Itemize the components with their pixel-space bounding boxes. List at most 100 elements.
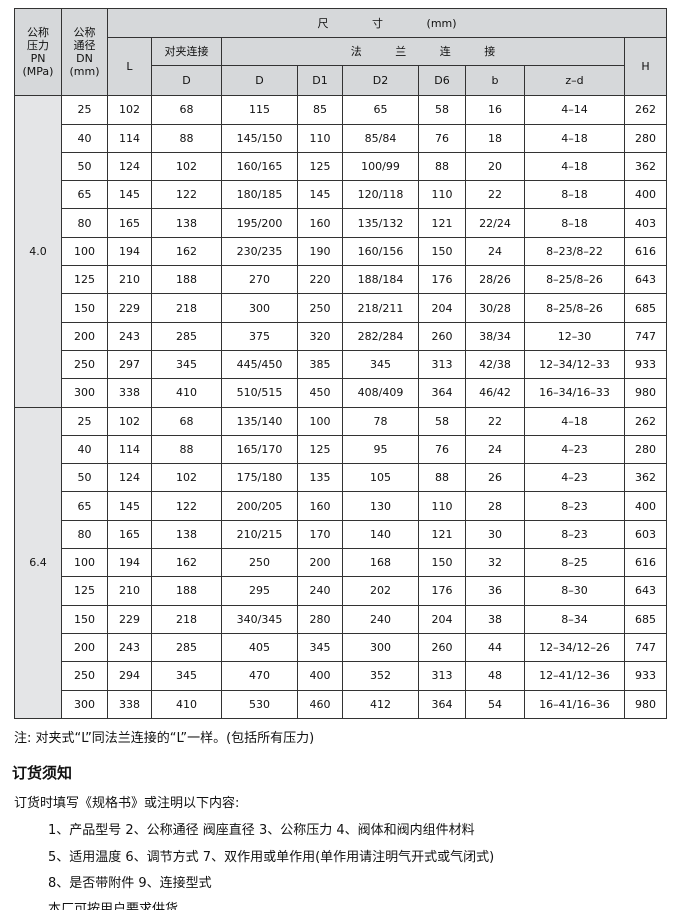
cell: 345 bbox=[342, 349, 419, 380]
pressure-cell: 4.0 bbox=[14, 95, 62, 408]
header-row: 公称 压力 PN (MPa) 公称 通径 DN (mm) 尺 寸 (mm) bbox=[14, 7, 668, 97]
cell: 162 bbox=[151, 548, 222, 578]
cell: 262 bbox=[623, 95, 668, 125]
cell: 685 bbox=[623, 293, 668, 323]
cell: 54 bbox=[465, 689, 525, 719]
cell: 110 bbox=[418, 491, 466, 521]
cell: 175/180 bbox=[221, 463, 298, 493]
cell: 115 bbox=[221, 95, 298, 125]
cell: 364 bbox=[418, 378, 466, 408]
cell: 135/132 bbox=[342, 208, 419, 238]
cell: 262 bbox=[623, 406, 668, 436]
header-cell: 尺 寸 (mm) bbox=[106, 8, 668, 38]
cell: 200 bbox=[297, 548, 343, 578]
cell: 160/165 bbox=[221, 151, 298, 182]
cell: 88 bbox=[418, 151, 466, 182]
data-row: 50 124 102 175/180 135 105 88 26 4–23 362 bbox=[15, 463, 668, 493]
data-row: 50 124 102 160/165 125 100/99 88 20 4–18 362 bbox=[15, 151, 668, 182]
cell: 204 bbox=[418, 293, 466, 323]
cell: 88 bbox=[418, 463, 466, 493]
order-intro: 订货时填写《规格书》或注明以下内容: bbox=[14, 796, 240, 811]
cell: 170 bbox=[297, 519, 343, 550]
cell: 250 bbox=[297, 293, 343, 323]
cell: 100 bbox=[61, 236, 108, 267]
cell: 603 bbox=[623, 519, 668, 550]
cell: 85 bbox=[297, 95, 343, 125]
cell: 445/450 bbox=[221, 349, 298, 380]
note: 注: 对夹式“L”同法兰连接的“L”一样。(包括所有压力) bbox=[14, 731, 315, 746]
cell: 300 bbox=[221, 293, 298, 323]
cell: 122 bbox=[151, 180, 222, 210]
cell: 8–23 bbox=[524, 491, 625, 521]
cell: 300 bbox=[342, 632, 419, 663]
header-cell: 公称 通径 DN (mm) bbox=[61, 7, 108, 97]
cell: 460 bbox=[297, 689, 343, 719]
cell: 510/515 bbox=[221, 378, 298, 408]
cell: 8–25/8–26 bbox=[524, 293, 625, 323]
cell: 110 bbox=[418, 180, 466, 210]
cell: 122 bbox=[151, 491, 222, 521]
cell: 28/26 bbox=[465, 265, 525, 295]
header-line: (MPa) bbox=[22, 65, 54, 79]
cell: 643 bbox=[623, 576, 668, 606]
data-row: 300 338 410 510/515 450 408/409 364 46/42 16–34/… bbox=[15, 378, 668, 408]
data-row: 80 165 138 195/200 160 135/132 121 22/24 8–18 403 bbox=[15, 208, 668, 238]
cell: 25 bbox=[61, 95, 108, 125]
cell: 340/345 bbox=[221, 604, 298, 634]
cell: 150 bbox=[61, 604, 108, 634]
cell: 240 bbox=[342, 604, 419, 634]
cell: 294 bbox=[107, 661, 152, 691]
cell: 345 bbox=[297, 632, 343, 663]
cell: 50 bbox=[61, 151, 108, 182]
data-row: 100 194 162 250 200 168 150 32 8–25 616 bbox=[15, 548, 668, 578]
cell: 12–34/12–26 bbox=[524, 632, 625, 663]
cell: 218 bbox=[151, 293, 222, 323]
cell: 412 bbox=[342, 689, 419, 719]
cell: 4–18 bbox=[524, 151, 625, 182]
cell: 362 bbox=[623, 151, 668, 182]
header-cell: 公称 压力 PN (MPa) bbox=[14, 7, 62, 97]
cell: 285 bbox=[151, 321, 222, 351]
data-row: 250 297 345 445/450 385 345 313 42/38 12–34/12–3… bbox=[15, 349, 668, 380]
data-row: 65 145 122 180/185 145 120/118 110 22 8–18 400 bbox=[15, 180, 668, 210]
cell: 88 bbox=[151, 123, 222, 153]
cell: 4–18 bbox=[524, 406, 625, 436]
cell: 260 bbox=[418, 632, 466, 663]
cell: 135 bbox=[297, 463, 343, 493]
header-cell: z–d bbox=[524, 65, 625, 97]
cell: 121 bbox=[418, 519, 466, 550]
cell: 162 bbox=[151, 236, 222, 267]
header-cell: D6 bbox=[418, 65, 466, 97]
cell: 188 bbox=[151, 576, 222, 606]
cell: 25 bbox=[61, 406, 108, 436]
cell: 160 bbox=[297, 208, 343, 238]
cell: 102 bbox=[107, 95, 152, 125]
cell: 68 bbox=[151, 95, 222, 125]
cell: 30/28 bbox=[465, 293, 525, 323]
cell: 230/235 bbox=[221, 236, 298, 267]
cell: 400 bbox=[623, 491, 668, 521]
cell: 180/185 bbox=[221, 180, 298, 210]
cell: 8–23/8–22 bbox=[524, 236, 625, 267]
cell: 58 bbox=[418, 95, 466, 125]
header-line: 压力 bbox=[27, 39, 49, 53]
data-row: 200 243 285 405 345 300 260 44 12–34/12–26 747 bbox=[15, 632, 668, 663]
data-row: 100 194 162 230/235 190 160/156 150 24 8–23/8–22… bbox=[15, 236, 668, 267]
cell: 121 bbox=[418, 208, 466, 238]
cell: 138 bbox=[151, 519, 222, 550]
cell: 280 bbox=[623, 123, 668, 153]
cell: 218 bbox=[151, 604, 222, 634]
cell: 68 bbox=[151, 406, 222, 436]
cell: 250 bbox=[61, 661, 108, 691]
cell: 616 bbox=[623, 236, 668, 267]
cell: 48 bbox=[465, 661, 525, 691]
cell: 202 bbox=[342, 576, 419, 606]
cell: 240 bbox=[297, 576, 343, 606]
cell: 100 bbox=[297, 406, 343, 436]
cell: 160 bbox=[297, 491, 343, 521]
cell: 4–23 bbox=[524, 434, 625, 465]
cell: 220 bbox=[297, 265, 343, 295]
cell: 22/24 bbox=[465, 208, 525, 238]
cell: 210/215 bbox=[221, 519, 298, 550]
cell: 58 bbox=[418, 406, 466, 436]
